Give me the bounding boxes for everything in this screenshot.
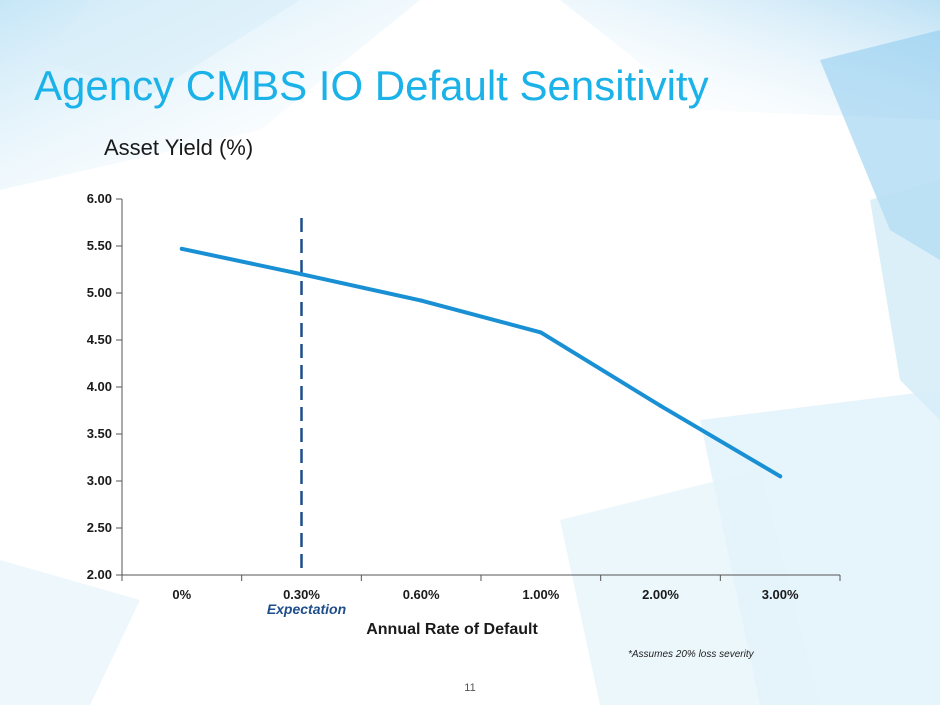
y-tick-label: 2.50	[87, 520, 112, 535]
expectation-label: Expectation	[267, 601, 346, 617]
x-tick-label: 0%	[172, 587, 191, 602]
data-point	[299, 272, 304, 277]
y-tick-label: 4.00	[87, 379, 112, 394]
data-point	[658, 403, 663, 408]
x-tick-label: 0.30%	[283, 587, 320, 602]
data-point	[179, 246, 184, 251]
x-tick-label: 1.00%	[522, 587, 559, 602]
expectation-annotation: Expectation	[267, 218, 346, 617]
slide-title: Agency CMBS IO Default Sensitivity	[34, 62, 709, 109]
y-axis: 2.00 2.50 3.00 3.50 4.00 4.50 5.00 5.50 6.00	[87, 191, 123, 582]
series-line-asset-yield	[179, 246, 783, 479]
x-tick-label: 3.00%	[762, 587, 799, 602]
x-axis: 0% 0.30% 0.60% 1.00% 2.00% 3.00%	[121, 574, 841, 602]
y-tick-label: 3.00	[87, 473, 112, 488]
y-tick-label: 5.50	[87, 238, 112, 253]
chart-subtitle: Asset Yield (%)	[104, 135, 254, 160]
x-tick-label: 0.60%	[403, 587, 440, 602]
y-tick-label: 5.00	[87, 285, 112, 300]
x-tick-label: 2.00%	[642, 587, 679, 602]
footnote: *Assumes 20% loss severity	[628, 649, 754, 660]
y-tick-label: 3.50	[87, 426, 112, 441]
data-point	[778, 474, 783, 479]
series-group	[179, 246, 783, 479]
y-tick-label: 2.00	[87, 567, 112, 582]
data-point	[419, 298, 424, 303]
page-number: 11	[464, 682, 476, 694]
y-tick-label: 6.00	[87, 191, 112, 206]
data-point	[538, 330, 543, 335]
x-axis-title: Annual Rate of Default	[366, 621, 538, 638]
y-tick-label: 4.50	[87, 332, 112, 347]
